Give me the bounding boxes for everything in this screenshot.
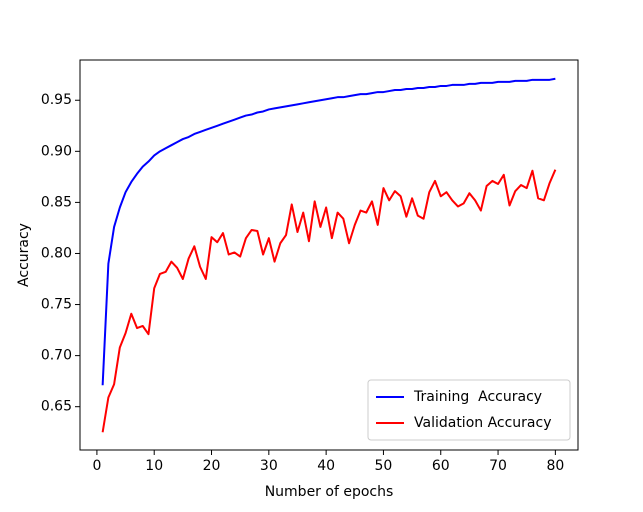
- y-tick-label: 0.75: [41, 297, 72, 313]
- x-axis-label: Number of epochs: [265, 484, 394, 500]
- x-tick-label: 20: [203, 458, 221, 474]
- legend-label: Validation Accuracy: [414, 415, 552, 431]
- x-tick-label: 0: [92, 458, 101, 474]
- y-axis-label: Accuracy: [16, 223, 32, 287]
- x-tick-label: 30: [260, 458, 278, 474]
- x-tick-label: 80: [546, 458, 564, 474]
- line-series: [101, 169, 557, 433]
- x-tick-label: 40: [317, 458, 335, 474]
- line-series: [101, 77, 556, 386]
- x-tick-label: 50: [375, 458, 393, 474]
- y-tick-label: 0.65: [41, 399, 72, 415]
- y-tick-label: 0.95: [41, 92, 72, 108]
- legend-box: [367, 379, 571, 441]
- plot-frame: [79, 59, 579, 451]
- y-tick-label: 0.85: [41, 194, 72, 210]
- x-tick-label: 60: [432, 458, 450, 474]
- y-tick-label: 0.80: [41, 245, 72, 261]
- legend-label: Training Accuracy: [413, 389, 542, 405]
- x-tick-label: 70: [489, 458, 507, 474]
- y-tick-label: 0.70: [41, 348, 72, 364]
- x-tick-label: 10: [145, 458, 163, 474]
- y-tick-label: 0.90: [41, 143, 72, 159]
